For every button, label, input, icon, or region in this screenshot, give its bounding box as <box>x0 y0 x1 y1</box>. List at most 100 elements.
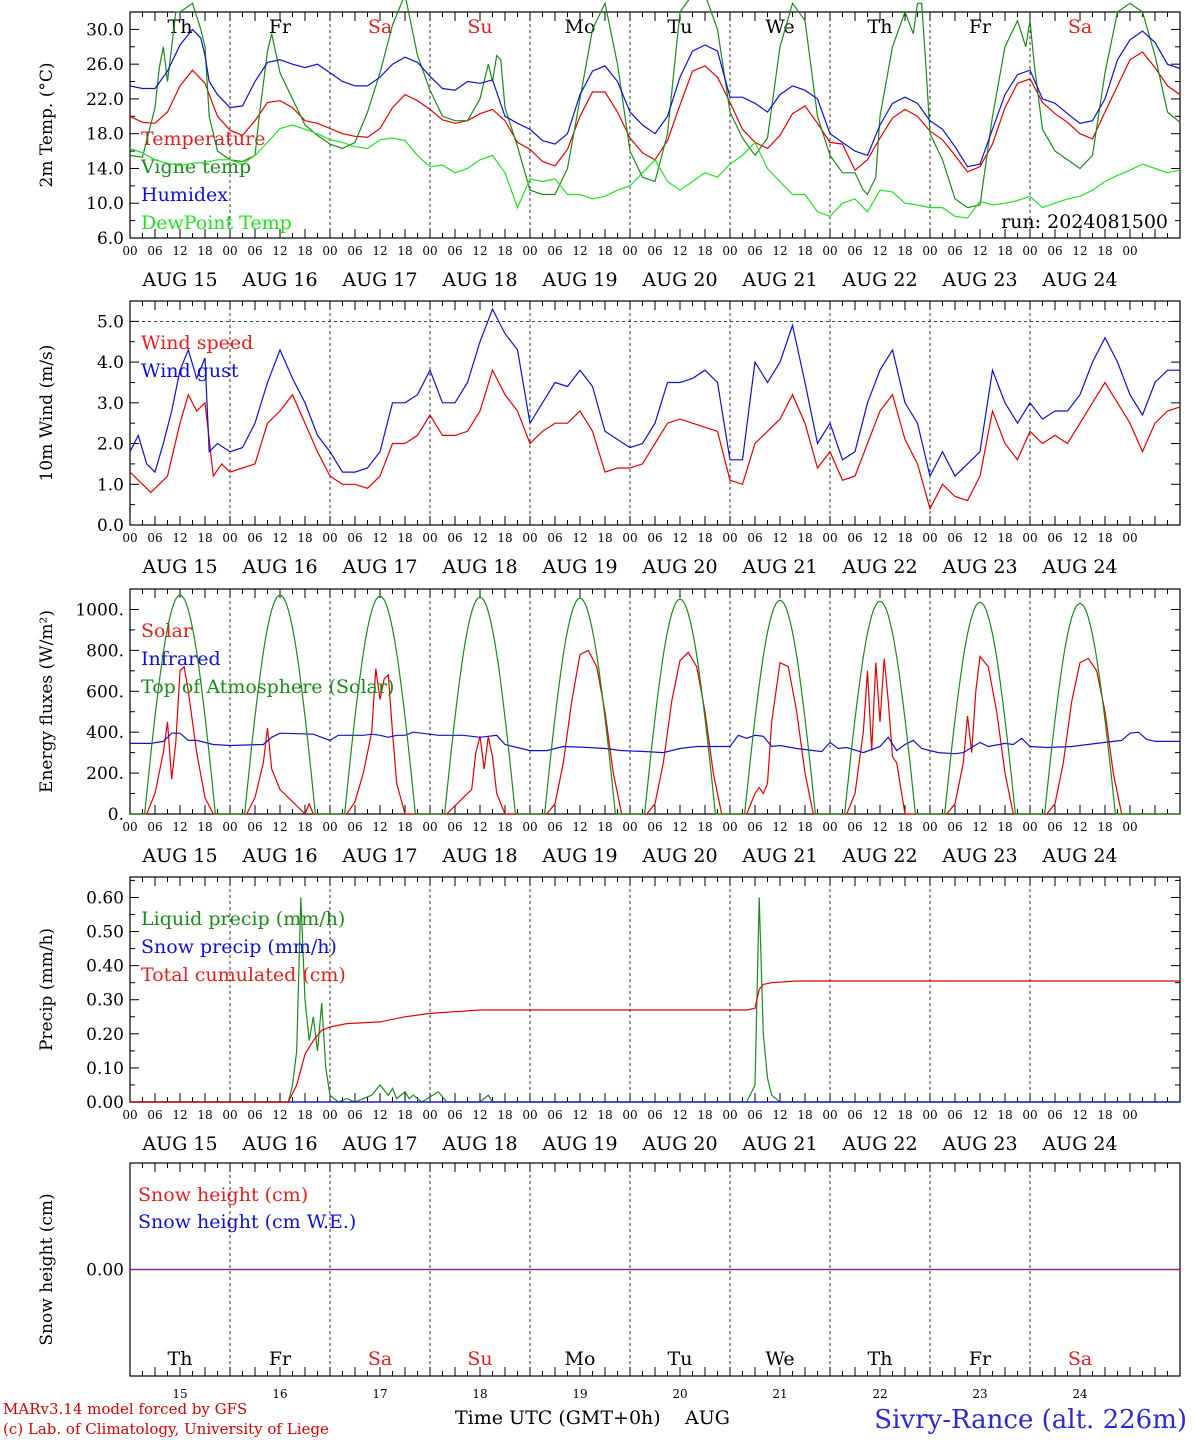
x-hour-label: 18 <box>697 820 712 834</box>
plot-frame <box>129 300 1181 526</box>
x-date-label: AUG 23 <box>941 269 1017 291</box>
panel-4: 0.00 0.10 0.20 0.30 0.40 0.50 0.60 Precip (mm/h… <box>37 876 1181 1155</box>
x-hour-label: 18 <box>197 531 212 545</box>
x-hour-label: 06 <box>247 531 262 545</box>
x-hour-label: 06 <box>347 244 362 258</box>
x-hour-label: 18 <box>697 1108 712 1122</box>
plot-frame <box>129 11 1181 239</box>
x-hour-label: 06 <box>1047 1108 1062 1122</box>
x-hour-label: 00 <box>822 1108 837 1122</box>
day-name: Th <box>868 1348 893 1370</box>
x-date-label: AUG 16 <box>241 269 317 291</box>
plot-frame <box>129 588 1181 815</box>
x-hour-label: 00 <box>522 244 537 258</box>
x-hour-label: 06 <box>747 244 762 258</box>
legend-entry: Snow height (cm) <box>138 1184 308 1206</box>
x-hour-label: 12 <box>472 1108 487 1122</box>
panel-2: 0.0 1.0 2.0 3.0 4.0 5.0 10m Wind (m/s) 00 06 12 18… <box>37 300 1181 578</box>
x-hour-label: 06 <box>1047 244 1062 258</box>
x-hour-label: 18 <box>797 1108 812 1122</box>
y-tick-label: 0.00 <box>86 1261 124 1281</box>
y-tick-label: 26.0 <box>86 55 124 75</box>
day-name: Sa <box>1068 16 1092 38</box>
day-number: 15 <box>172 1387 187 1401</box>
x-hour-label: 06 <box>647 531 662 545</box>
x-hour-label: 06 <box>147 531 162 545</box>
x-hour-label: 00 <box>1122 1108 1137 1122</box>
x-hour-label: 06 <box>247 820 262 834</box>
y-tick-label: 10.0 <box>86 194 124 214</box>
y-tick-label: 400. <box>86 723 124 743</box>
x-hour-label: 00 <box>422 244 437 258</box>
x-date-label: AUG 17 <box>341 269 417 291</box>
y-tick-label: 0.20 <box>86 1025 124 1045</box>
y-tick-label: 5.0 <box>97 312 124 332</box>
x-date-label: AUG 15 <box>141 1133 217 1155</box>
x-axis-title: Time UTC (GMT+0h) <box>455 1407 661 1429</box>
x-hour-label: 12 <box>272 820 287 834</box>
series-line-infrared <box>130 731 1180 755</box>
x-hour-label: 12 <box>872 1108 887 1122</box>
x-hour-label: 06 <box>147 244 162 258</box>
x-hour-label: 06 <box>447 820 462 834</box>
x-date-label: AUG 24 <box>1041 556 1117 578</box>
y-tick-label: 0.10 <box>86 1059 124 1079</box>
x-hour-label: 06 <box>447 244 462 258</box>
x-date-label: AUG 20 <box>641 1133 717 1155</box>
x-hour-label: 12 <box>372 820 387 834</box>
x-hour-label: 12 <box>572 1108 587 1122</box>
month-label: AUG <box>684 1407 730 1429</box>
x-hour-label: 06 <box>947 244 962 258</box>
x-hour-label: 06 <box>947 1108 962 1122</box>
chart-panels: 6.0 10.0 14.0 18.0 22.0 26.0 30.0 2m Temp. (°C)… <box>37 0 1181 1401</box>
x-hour-label: 18 <box>397 1108 412 1122</box>
x-date-label: AUG 16 <box>241 556 317 578</box>
day-name: Tu <box>668 16 693 38</box>
x-hour-label: 00 <box>1122 531 1137 545</box>
x-date-label: AUG 18 <box>441 556 517 578</box>
x-hour-label: 00 <box>222 244 237 258</box>
y-tick-label: 800. <box>86 641 124 661</box>
x-hour-label: 06 <box>847 244 862 258</box>
x-hour-label: 00 <box>1122 820 1137 834</box>
day-number: 22 <box>872 1387 887 1401</box>
y-axis-label: Snow height (cm) <box>37 1193 57 1345</box>
day-number: 19 <box>572 1387 587 1401</box>
x-hour-label: 18 <box>497 531 512 545</box>
y-axis-label: Precip (mm/h) <box>37 928 57 1051</box>
x-hour-label: 06 <box>847 820 862 834</box>
x-hour-label: 12 <box>672 1108 687 1122</box>
x-date-label: AUG 24 <box>1041 269 1117 291</box>
y-tick-label: 600. <box>86 682 124 702</box>
x-hour-label: 06 <box>1047 820 1062 834</box>
y-tick-label: 22.0 <box>86 90 124 110</box>
x-hour-label: 12 <box>972 1108 987 1122</box>
day-number: 23 <box>972 1387 987 1401</box>
x-hour-label: 00 <box>822 244 837 258</box>
x-hour-label: 12 <box>1072 244 1087 258</box>
x-hour-label: 00 <box>1022 1108 1037 1122</box>
x-hour-label: 00 <box>222 1108 237 1122</box>
x-hour-label: 06 <box>647 1108 662 1122</box>
x-date-label: AUG 16 <box>241 1133 317 1155</box>
day-number: 20 <box>672 1387 687 1401</box>
x-date-label: AUG 22 <box>841 1133 917 1155</box>
x-hour-label: 12 <box>872 820 887 834</box>
x-hour-label: 00 <box>322 820 337 834</box>
x-hour-label: 00 <box>822 820 837 834</box>
series-line-wind-gust <box>129 307 1180 478</box>
day-name: Su <box>467 1348 492 1370</box>
series-line-top-of-atmosphere-solar <box>130 594 1180 815</box>
x-hour-label: 00 <box>322 244 337 258</box>
legend-entry: Liquid precip (mm/h) <box>141 908 345 930</box>
x-hour-label: 12 <box>672 244 687 258</box>
day-number: 24 <box>1072 1387 1088 1401</box>
x-date-label: AUG 15 <box>141 269 217 291</box>
x-hour-label: 12 <box>772 820 787 834</box>
x-hour-label: 00 <box>1022 531 1037 545</box>
x-hour-label: 18 <box>397 244 412 258</box>
x-hour-label: 12 <box>572 531 587 545</box>
x-hour-label: 12 <box>772 531 787 545</box>
x-hour-label: 00 <box>422 820 437 834</box>
